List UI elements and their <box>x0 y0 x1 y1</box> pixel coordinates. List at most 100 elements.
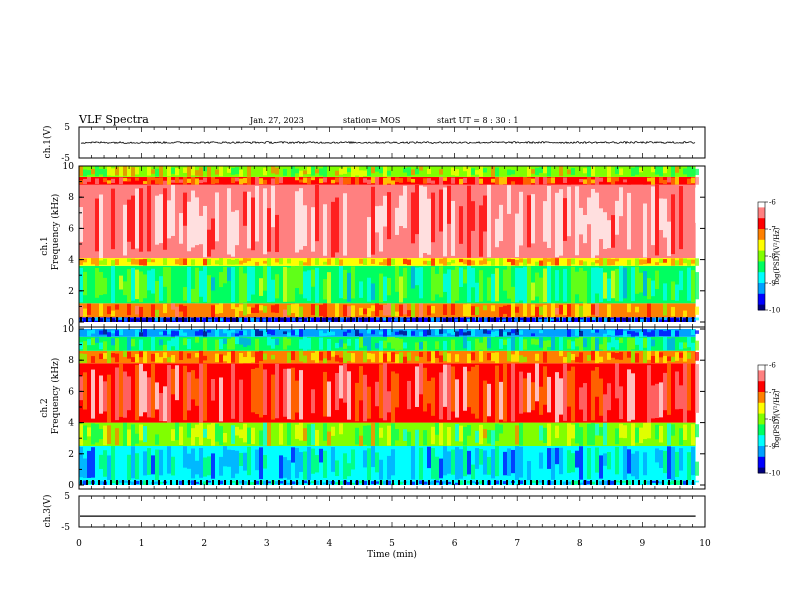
psd-cell <box>443 446 447 476</box>
psd-cell <box>671 356 675 362</box>
psd-cell <box>451 366 455 412</box>
psd-cell <box>243 423 247 443</box>
psd-cell <box>395 317 399 322</box>
psd-cell <box>263 480 267 485</box>
psd-cell <box>555 330 559 334</box>
psd-cell <box>231 480 235 483</box>
psd-cell <box>243 357 247 363</box>
psd-cell <box>627 272 631 302</box>
psd-cell <box>503 318 507 322</box>
psd-cell <box>691 270 695 303</box>
psd-cell <box>595 447 599 473</box>
psd-cell <box>219 329 223 334</box>
psd-cell <box>139 339 143 351</box>
waveform3-ylabel: ch.3(V) <box>42 495 53 528</box>
psd-cell <box>227 338 231 350</box>
psd-cell <box>407 352 411 361</box>
psd-cell <box>643 259 647 265</box>
psd-cell <box>507 448 511 476</box>
psd-cell <box>639 331 643 337</box>
psd-cell <box>99 428 103 440</box>
psd-cell <box>627 318 631 322</box>
station-label: station= MOS <box>343 116 400 125</box>
psd-cell <box>399 338 403 350</box>
psd-cell <box>263 353 267 360</box>
psd-cell <box>635 266 639 294</box>
psd-cell <box>171 338 175 347</box>
psd-cell <box>335 460 339 477</box>
psd-cell <box>395 481 399 484</box>
psd-cell <box>575 450 579 468</box>
psd-cell <box>483 429 487 439</box>
marker-tick <box>314 480 316 485</box>
psd-cell <box>139 179 143 185</box>
psd-cell <box>239 337 243 345</box>
psd-cell <box>459 178 463 185</box>
psd-cell <box>567 177 571 185</box>
psd-cell <box>211 351 215 363</box>
psd-cell <box>335 258 339 266</box>
psd-cell <box>659 382 663 418</box>
psd-cell <box>555 339 559 347</box>
psd-cell <box>435 480 439 483</box>
psd-cell <box>687 317 691 322</box>
psd-cell <box>259 169 263 177</box>
marker-tick <box>308 480 310 485</box>
psd-cell <box>603 168 607 176</box>
psd-cell <box>467 371 471 408</box>
psd-cell <box>515 267 519 303</box>
psd-cell <box>207 351 211 364</box>
psd-cell <box>287 368 291 420</box>
psd-cell <box>463 269 467 284</box>
psd-cell <box>431 448 435 479</box>
psd-cell <box>571 303 575 317</box>
psd-cell <box>235 177 239 182</box>
psd-cell <box>363 329 367 337</box>
psd-cell <box>619 168 623 176</box>
psd-cell <box>655 383 659 418</box>
marker-tick <box>80 480 82 485</box>
psd-cell <box>215 260 219 265</box>
psd-cell <box>399 178 403 183</box>
psd-cell <box>671 281 675 300</box>
psd-cell <box>483 336 487 351</box>
psd-cell <box>455 259 459 266</box>
psd-cell <box>447 269 451 304</box>
psd-cell <box>663 180 667 185</box>
psd-cell <box>391 166 395 171</box>
psd-cell <box>151 329 155 337</box>
psd-cell <box>455 169 459 176</box>
psd-cell <box>363 337 367 346</box>
psd-cell <box>567 352 571 363</box>
psd-cell <box>291 367 295 420</box>
psd-cell <box>563 357 567 363</box>
psd-cell <box>79 305 83 317</box>
psd-cell <box>299 452 303 472</box>
psd-cell <box>135 305 139 315</box>
marker-tick <box>404 317 406 322</box>
psd-cell <box>163 446 167 479</box>
colorbar-step <box>758 266 765 270</box>
colorbar-step <box>758 381 765 385</box>
psd-cell <box>447 329 451 334</box>
psd-cell <box>687 480 691 485</box>
psd-cell <box>183 351 187 362</box>
psd-cell <box>167 425 171 442</box>
psd-cell <box>579 179 583 183</box>
psd-cell <box>259 305 263 311</box>
psd-cell <box>611 270 615 299</box>
psd-cell <box>123 318 127 322</box>
psd-cell <box>131 368 135 416</box>
psd-cell <box>167 329 171 335</box>
psd-cell <box>347 463 351 477</box>
ytick-label: 10 <box>63 162 75 172</box>
psd-cell <box>647 332 651 337</box>
psd-cell <box>307 270 311 301</box>
psd-cell <box>631 192 635 251</box>
psd-cell <box>147 377 151 418</box>
psd-cell <box>231 303 235 310</box>
psd-cell <box>411 446 415 480</box>
psd-cell <box>179 447 183 475</box>
psd-cell <box>175 266 179 301</box>
psd-cell <box>419 422 423 446</box>
